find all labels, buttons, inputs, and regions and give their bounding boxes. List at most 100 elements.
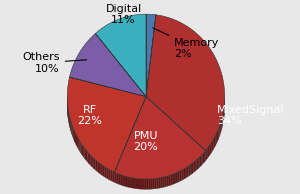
- PathPatch shape: [118, 174, 120, 185]
- PathPatch shape: [132, 178, 134, 188]
- PathPatch shape: [192, 162, 194, 174]
- PathPatch shape: [148, 179, 150, 189]
- PathPatch shape: [195, 159, 197, 171]
- PathPatch shape: [203, 152, 204, 164]
- PathPatch shape: [180, 170, 182, 181]
- PathPatch shape: [183, 168, 185, 179]
- PathPatch shape: [69, 114, 70, 127]
- PathPatch shape: [146, 179, 148, 189]
- PathPatch shape: [223, 108, 224, 122]
- PathPatch shape: [187, 166, 189, 177]
- PathPatch shape: [146, 14, 156, 97]
- PathPatch shape: [221, 119, 222, 133]
- PathPatch shape: [89, 153, 91, 165]
- PathPatch shape: [185, 167, 187, 178]
- Text: RF
22%: RF 22%: [77, 105, 102, 126]
- Text: MixedSignal
34%: MixedSignal 34%: [217, 105, 285, 126]
- PathPatch shape: [218, 126, 220, 139]
- PathPatch shape: [126, 176, 128, 187]
- PathPatch shape: [140, 179, 142, 189]
- PathPatch shape: [162, 177, 164, 188]
- PathPatch shape: [91, 155, 92, 167]
- PathPatch shape: [198, 157, 200, 168]
- PathPatch shape: [174, 173, 176, 184]
- PathPatch shape: [120, 174, 122, 185]
- PathPatch shape: [156, 178, 158, 189]
- PathPatch shape: [142, 179, 144, 189]
- PathPatch shape: [71, 121, 72, 134]
- PathPatch shape: [208, 145, 210, 158]
- PathPatch shape: [201, 154, 203, 165]
- PathPatch shape: [152, 178, 154, 189]
- PathPatch shape: [114, 172, 116, 183]
- PathPatch shape: [189, 165, 190, 176]
- PathPatch shape: [99, 163, 101, 174]
- PathPatch shape: [80, 142, 82, 155]
- PathPatch shape: [79, 140, 80, 153]
- PathPatch shape: [112, 171, 114, 182]
- Text: PMU
20%: PMU 20%: [134, 131, 158, 152]
- PathPatch shape: [85, 148, 86, 160]
- PathPatch shape: [77, 136, 78, 149]
- PathPatch shape: [212, 139, 214, 152]
- PathPatch shape: [78, 138, 79, 151]
- PathPatch shape: [68, 110, 69, 122]
- PathPatch shape: [194, 161, 195, 172]
- PathPatch shape: [75, 132, 76, 145]
- PathPatch shape: [190, 164, 192, 175]
- Text: Memory
2%: Memory 2%: [153, 28, 220, 59]
- PathPatch shape: [150, 179, 152, 189]
- PathPatch shape: [95, 160, 97, 171]
- PathPatch shape: [86, 150, 87, 162]
- PathPatch shape: [76, 134, 77, 147]
- PathPatch shape: [170, 174, 172, 185]
- PathPatch shape: [214, 136, 215, 149]
- PathPatch shape: [82, 144, 83, 157]
- PathPatch shape: [94, 158, 95, 170]
- PathPatch shape: [217, 129, 218, 143]
- PathPatch shape: [222, 115, 223, 129]
- PathPatch shape: [101, 164, 103, 176]
- PathPatch shape: [128, 177, 130, 188]
- PathPatch shape: [72, 126, 73, 138]
- PathPatch shape: [168, 175, 170, 186]
- PathPatch shape: [108, 169, 110, 180]
- PathPatch shape: [114, 97, 206, 179]
- PathPatch shape: [178, 171, 180, 182]
- PathPatch shape: [67, 77, 146, 172]
- PathPatch shape: [144, 179, 146, 189]
- PathPatch shape: [204, 151, 206, 162]
- PathPatch shape: [70, 33, 146, 97]
- PathPatch shape: [104, 167, 106, 178]
- PathPatch shape: [83, 146, 85, 158]
- PathPatch shape: [73, 128, 74, 140]
- PathPatch shape: [158, 178, 160, 188]
- PathPatch shape: [138, 179, 140, 189]
- PathPatch shape: [87, 152, 89, 164]
- PathPatch shape: [130, 177, 132, 188]
- PathPatch shape: [215, 133, 217, 146]
- PathPatch shape: [154, 178, 156, 189]
- PathPatch shape: [74, 130, 75, 142]
- PathPatch shape: [134, 178, 136, 189]
- PathPatch shape: [106, 168, 108, 179]
- PathPatch shape: [116, 173, 118, 184]
- PathPatch shape: [176, 172, 178, 183]
- PathPatch shape: [164, 176, 166, 187]
- PathPatch shape: [110, 170, 112, 181]
- PathPatch shape: [124, 176, 126, 187]
- PathPatch shape: [172, 174, 174, 185]
- PathPatch shape: [210, 142, 212, 155]
- PathPatch shape: [122, 175, 124, 186]
- PathPatch shape: [97, 161, 99, 173]
- PathPatch shape: [70, 119, 71, 132]
- PathPatch shape: [136, 178, 138, 189]
- Text: Digital
11%: Digital 11%: [105, 4, 142, 25]
- PathPatch shape: [197, 158, 198, 170]
- PathPatch shape: [160, 177, 162, 188]
- PathPatch shape: [146, 15, 225, 151]
- PathPatch shape: [95, 14, 146, 97]
- Text: Others
10%: Others 10%: [22, 52, 86, 74]
- PathPatch shape: [220, 122, 221, 136]
- PathPatch shape: [166, 176, 168, 186]
